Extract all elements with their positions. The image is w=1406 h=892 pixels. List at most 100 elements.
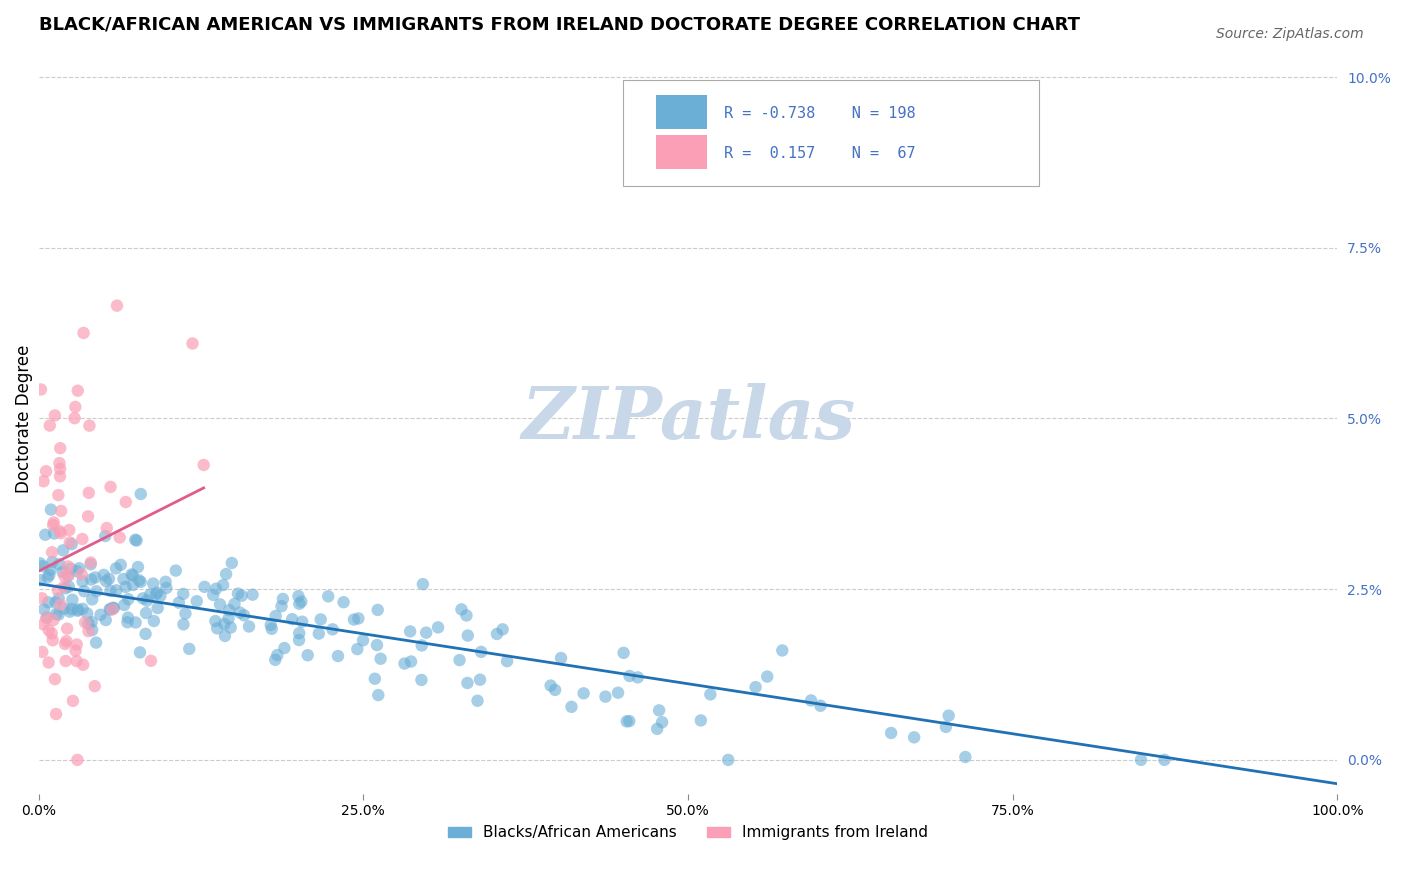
Blacks/African Americans: [193, 580, 215, 594]
Blacks/African Americans: [146, 601, 169, 615]
Blacks/African Americans: [117, 615, 139, 630]
Blacks/African Americans: [125, 533, 148, 548]
Blacks/African Americans: [48, 607, 70, 622]
Immigrants from Ireland: [49, 441, 72, 455]
Blacks/African Americans: [214, 617, 236, 632]
Immigrants from Ireland: [49, 526, 72, 541]
Blacks/African Americans: [366, 638, 388, 652]
Blacks/African Americans: [100, 583, 122, 598]
Text: R =  0.157    N =  67: R = 0.157 N = 67: [724, 146, 915, 161]
Blacks/African Americans: [142, 576, 165, 591]
Immigrants from Ireland: [38, 623, 60, 637]
Blacks/African Americans: [367, 688, 389, 702]
Blacks/African Americans: [53, 582, 76, 596]
Blacks/African Americans: [496, 654, 519, 668]
Immigrants from Ireland: [66, 753, 89, 767]
Blacks/African Americans: [129, 574, 152, 589]
Blacks/African Americans: [110, 558, 132, 572]
Blacks/African Americans: [172, 617, 194, 632]
Blacks/African Americans: [308, 626, 330, 640]
Immigrants from Ireland: [31, 591, 53, 606]
Immigrants from Ireland: [59, 535, 82, 549]
Blacks/African Americans: [467, 694, 489, 708]
Blacks/African Americans: [290, 594, 312, 608]
Text: Source: ZipAtlas.com: Source: ZipAtlas.com: [1216, 27, 1364, 41]
Blacks/African Americans: [322, 623, 344, 637]
Immigrants from Ireland: [32, 617, 55, 632]
Blacks/African Americans: [399, 624, 422, 639]
Blacks/African Americans: [82, 592, 104, 607]
Blacks/African Americans: [645, 722, 668, 736]
Immigrants from Ireland: [56, 568, 79, 582]
Blacks/African Americans: [411, 639, 433, 653]
Blacks/African Americans: [114, 580, 136, 594]
Immigrants from Ireland: [105, 299, 128, 313]
Immigrants from Ireland: [49, 504, 72, 518]
Blacks/African Americans: [101, 600, 124, 615]
Blacks/African Americans: [540, 679, 562, 693]
Blacks/African Americans: [32, 559, 55, 574]
FancyBboxPatch shape: [655, 136, 707, 169]
Blacks/African Americans: [457, 628, 479, 642]
Immigrants from Ireland: [56, 622, 79, 636]
Immigrants from Ireland: [72, 326, 94, 340]
Blacks/African Americans: [456, 608, 478, 623]
Blacks/African Americans: [288, 626, 311, 640]
Immigrants from Ireland: [80, 556, 103, 570]
Immigrants from Ireland: [32, 475, 55, 489]
Blacks/African Americans: [288, 633, 311, 648]
Immigrants from Ireland: [46, 583, 69, 598]
Immigrants from Ireland: [108, 531, 131, 545]
Blacks/African Americans: [45, 607, 67, 621]
Blacks/African Americans: [149, 589, 172, 603]
Blacks/African Americans: [100, 602, 122, 616]
Blacks/African Americans: [155, 574, 177, 589]
Immigrants from Ireland: [42, 613, 65, 627]
Blacks/African Americans: [770, 643, 793, 657]
Blacks/African Americans: [347, 611, 370, 625]
Immigrants from Ireland: [55, 634, 77, 648]
Legend: Blacks/African Americans, Immigrants from Ireland: Blacks/African Americans, Immigrants fro…: [441, 819, 935, 847]
Blacks/African Americans: [41, 555, 63, 569]
Immigrants from Ireland: [72, 657, 94, 672]
Immigrants from Ireland: [49, 598, 72, 612]
Blacks/African Americans: [903, 731, 925, 745]
Blacks/African Americans: [42, 526, 65, 541]
Immigrants from Ireland: [96, 521, 118, 535]
Blacks/African Americans: [627, 670, 650, 684]
Immigrants from Ireland: [70, 567, 93, 582]
Blacks/African Americans: [266, 648, 288, 662]
Immigrants from Ireland: [101, 602, 124, 616]
Blacks/African Americans: [66, 604, 89, 618]
Immigrants from Ireland: [41, 545, 63, 559]
Blacks/African Americans: [98, 572, 121, 586]
Blacks/African Americans: [66, 602, 89, 616]
Immigrants from Ireland: [49, 469, 72, 483]
Immigrants from Ireland: [45, 707, 67, 722]
Blacks/African Americans: [214, 629, 236, 643]
Blacks/African Americans: [717, 753, 740, 767]
Immigrants from Ireland: [44, 409, 66, 423]
Blacks/African Americans: [122, 578, 145, 592]
Blacks/African Americans: [94, 613, 117, 627]
Blacks/African Americans: [619, 714, 641, 728]
Blacks/African Americans: [93, 567, 115, 582]
Immigrants from Ireland: [48, 456, 70, 470]
Immigrants from Ireland: [46, 488, 69, 502]
Immigrants from Ireland: [100, 480, 122, 494]
Blacks/African Americans: [544, 682, 567, 697]
Immigrants from Ireland: [65, 644, 87, 658]
Blacks/African Americans: [121, 567, 143, 582]
Blacks/African Americans: [146, 585, 169, 599]
Blacks/African Americans: [450, 602, 472, 616]
Blacks/African Americans: [287, 589, 309, 603]
Blacks/African Americans: [264, 653, 287, 667]
Blacks/African Americans: [449, 653, 471, 667]
Blacks/African Americans: [326, 648, 349, 663]
Blacks/African Americans: [560, 699, 582, 714]
Blacks/African Americans: [367, 603, 389, 617]
Immigrants from Ireland: [44, 672, 66, 686]
Blacks/African Americans: [59, 605, 82, 619]
Immigrants from Ireland: [181, 336, 204, 351]
Blacks/African Americans: [28, 556, 51, 570]
